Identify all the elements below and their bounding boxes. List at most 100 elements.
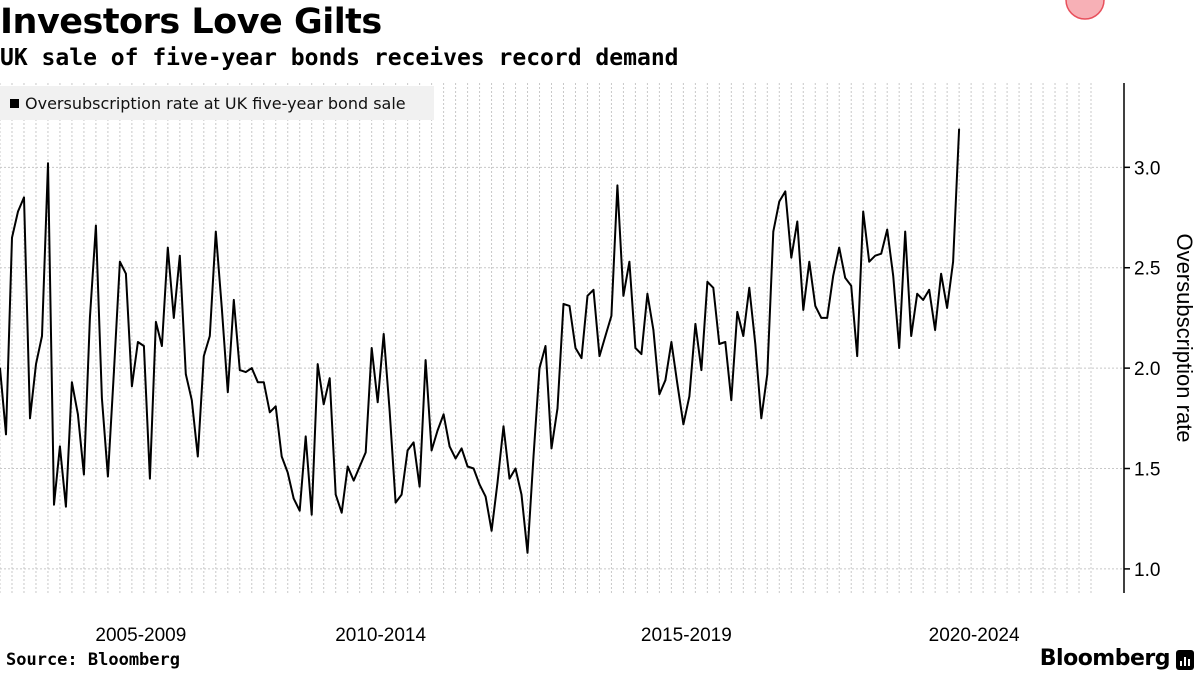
data-point xyxy=(209,335,211,337)
data-point xyxy=(568,305,571,307)
data-point xyxy=(364,451,367,454)
data-point xyxy=(496,481,499,484)
data-point xyxy=(598,355,601,357)
y-tick-label: 1.0 xyxy=(1134,560,1160,581)
data-point xyxy=(167,246,169,249)
data-point xyxy=(125,272,127,275)
data-point xyxy=(244,371,247,373)
data-point xyxy=(274,405,277,408)
data-point xyxy=(149,477,151,480)
x-period-label: 2005-2009 xyxy=(95,625,186,646)
data-point xyxy=(844,276,847,279)
data-point xyxy=(107,475,109,478)
data-point xyxy=(292,497,295,500)
series-group xyxy=(0,0,1105,554)
legend: Oversubscription rate at UK five-year bo… xyxy=(0,86,434,120)
data-point xyxy=(262,381,265,383)
data-point xyxy=(280,455,283,458)
source-note: Source: Bloomberg xyxy=(6,650,180,670)
data-point xyxy=(730,399,733,402)
data-point xyxy=(472,467,475,470)
data-point xyxy=(718,343,721,345)
data-point xyxy=(778,200,781,203)
data-point xyxy=(322,403,325,406)
data-point xyxy=(424,359,427,361)
data-point xyxy=(760,417,763,420)
y-tick-labels: 1.0 1.5 2.0 2.5 3.0 xyxy=(1124,158,1160,581)
data-point xyxy=(328,377,331,379)
data-point xyxy=(592,289,595,291)
x-period-label: 2010-2014 xyxy=(335,625,426,646)
data-point xyxy=(946,307,948,309)
data-point xyxy=(155,321,157,323)
data-point xyxy=(23,196,25,199)
legend-label: Oversubscription rate at UK five-year bo… xyxy=(25,93,406,113)
data-point xyxy=(400,493,403,496)
data-point xyxy=(101,397,103,400)
data-point xyxy=(436,429,439,432)
x-period-label: 2015-2019 xyxy=(641,625,732,646)
data-point xyxy=(910,335,912,337)
data-point xyxy=(95,224,97,227)
bloomberg-wordmark: Bloomberg xyxy=(1039,646,1171,671)
data-point xyxy=(71,381,73,383)
data-point xyxy=(736,311,739,313)
data-point xyxy=(886,228,888,231)
data-point xyxy=(394,501,397,504)
y-tick-label: 2.5 xyxy=(1134,259,1160,280)
data-point xyxy=(5,433,7,436)
data-point xyxy=(550,447,553,450)
data-point xyxy=(250,367,253,369)
data-point xyxy=(430,449,433,452)
data-point xyxy=(11,236,13,239)
bloomberg-terminal-icon xyxy=(1176,650,1194,670)
data-point xyxy=(640,353,643,355)
data-point xyxy=(952,260,954,263)
data-point xyxy=(604,335,607,337)
data-point xyxy=(406,449,409,452)
data-point xyxy=(119,260,121,263)
y-tick-label: 2.0 xyxy=(1134,359,1160,380)
data-point xyxy=(466,465,469,468)
data-point xyxy=(215,230,217,233)
data-point xyxy=(574,347,577,349)
data-point xyxy=(185,373,187,375)
data-point xyxy=(556,407,559,410)
data-point xyxy=(358,465,361,468)
data-point xyxy=(29,417,31,420)
data-point xyxy=(41,335,43,337)
data-point xyxy=(238,369,241,371)
grid xyxy=(0,83,1124,593)
data-point xyxy=(256,381,259,383)
data-point xyxy=(814,305,817,307)
data-point xyxy=(628,260,631,263)
data-point xyxy=(442,413,445,416)
data-point xyxy=(772,230,775,233)
data-point xyxy=(694,323,697,325)
data-point xyxy=(682,423,685,426)
data-point xyxy=(17,210,19,213)
data-point xyxy=(161,345,163,347)
data-point xyxy=(448,445,451,448)
data-point xyxy=(370,347,373,349)
data-point xyxy=(922,299,924,301)
data-point xyxy=(658,393,661,396)
data-point xyxy=(610,315,613,317)
data-point xyxy=(802,309,805,311)
y-tick-label: 1.5 xyxy=(1134,460,1160,481)
chart-subtitle: UK sale of five-year bonds receives reco… xyxy=(0,45,679,71)
data-point xyxy=(226,391,229,394)
data-point xyxy=(784,190,787,193)
data-point xyxy=(544,345,547,347)
data-point xyxy=(65,505,67,508)
data-point xyxy=(418,485,421,488)
data-point xyxy=(346,465,349,468)
data-point xyxy=(232,299,235,301)
data-point xyxy=(934,329,936,331)
data-point xyxy=(706,280,709,283)
data-point xyxy=(916,293,918,295)
data-point xyxy=(766,373,769,375)
data-point xyxy=(143,345,145,347)
x-period-label: 2020-2024 xyxy=(929,625,1020,646)
